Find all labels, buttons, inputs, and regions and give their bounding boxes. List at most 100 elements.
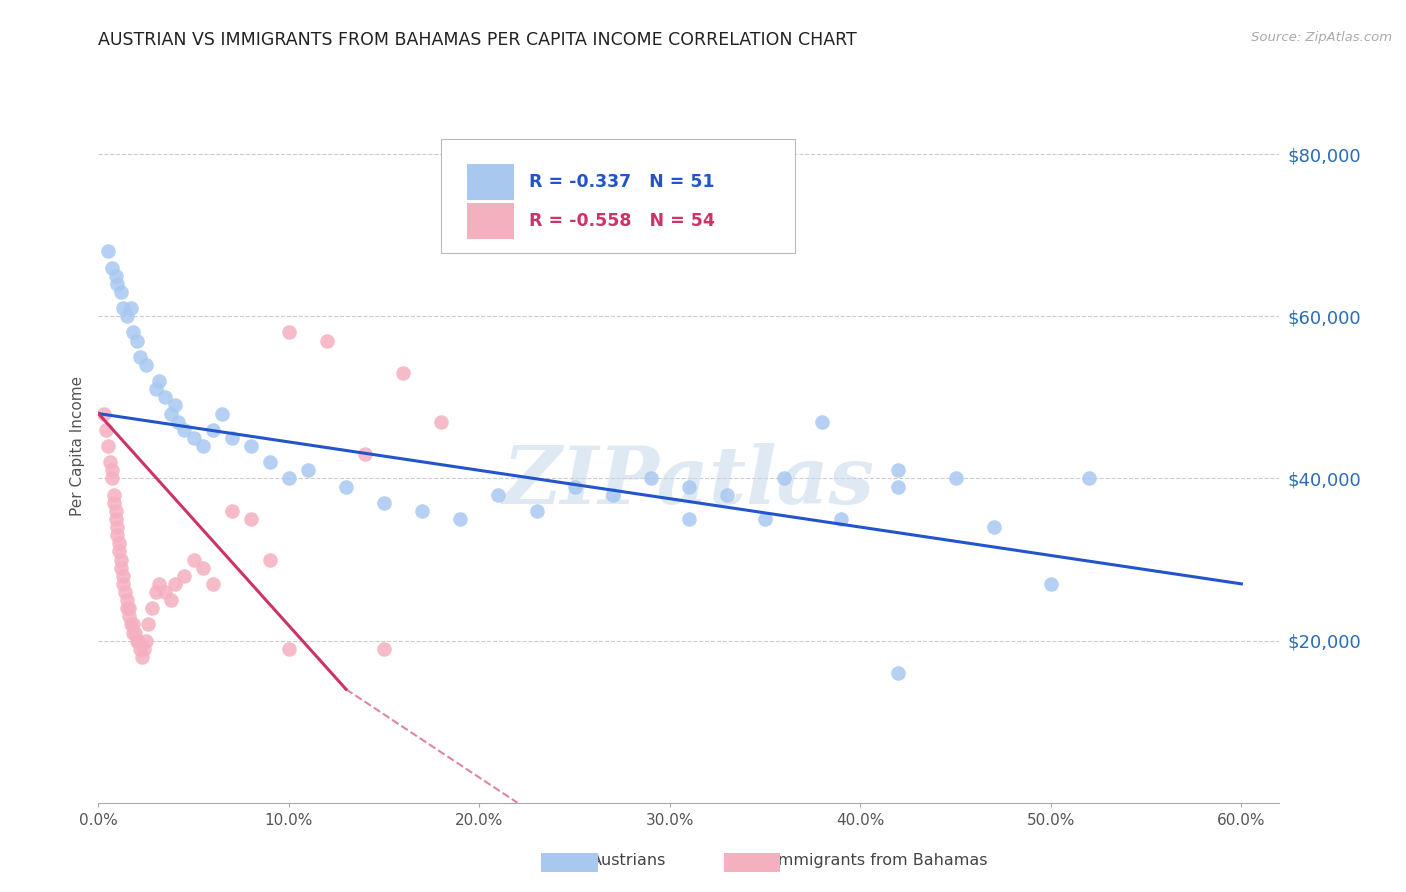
Point xyxy=(121,617,143,632)
Point xyxy=(430,415,453,429)
Point xyxy=(103,488,125,502)
Text: R = -0.337   N = 51: R = -0.337 N = 51 xyxy=(530,173,716,191)
Point xyxy=(135,358,157,372)
Point xyxy=(239,512,262,526)
Point xyxy=(134,641,156,656)
Point xyxy=(449,512,471,526)
Point xyxy=(98,455,121,469)
Point xyxy=(115,310,138,324)
Point xyxy=(201,577,224,591)
Point xyxy=(135,633,157,648)
Point xyxy=(983,520,1005,534)
Point xyxy=(887,666,910,681)
Point xyxy=(678,479,700,493)
Point xyxy=(112,568,135,582)
Point xyxy=(173,423,195,437)
Point xyxy=(773,471,796,485)
Point xyxy=(121,625,143,640)
Point xyxy=(112,301,135,315)
Point xyxy=(153,585,176,599)
Point xyxy=(277,471,299,485)
Point xyxy=(945,471,967,485)
Point xyxy=(259,455,281,469)
Point xyxy=(104,504,127,518)
Point xyxy=(163,577,186,591)
Point xyxy=(193,560,215,574)
Point xyxy=(316,334,339,348)
Point xyxy=(103,496,125,510)
Point xyxy=(221,431,243,445)
Text: R = -0.558   N = 54: R = -0.558 N = 54 xyxy=(530,212,716,230)
Point xyxy=(830,512,852,526)
Point xyxy=(1078,471,1101,485)
Point xyxy=(201,423,224,437)
Point xyxy=(118,601,141,615)
FancyBboxPatch shape xyxy=(467,203,515,239)
FancyBboxPatch shape xyxy=(467,164,515,200)
Point xyxy=(107,528,129,542)
Point xyxy=(114,585,136,599)
Point xyxy=(93,407,115,421)
Text: ZIPatlas: ZIPatlas xyxy=(503,443,875,520)
Point xyxy=(97,439,120,453)
Point xyxy=(145,585,167,599)
FancyBboxPatch shape xyxy=(441,139,796,253)
Bar xyxy=(541,853,598,872)
Point xyxy=(129,350,152,364)
Point xyxy=(125,334,148,348)
Bar xyxy=(724,853,780,872)
Point xyxy=(297,463,319,477)
Point xyxy=(115,593,138,607)
Point xyxy=(354,447,377,461)
Point xyxy=(125,633,148,648)
Point xyxy=(145,382,167,396)
Point xyxy=(148,577,170,591)
Point xyxy=(183,552,205,566)
Point xyxy=(127,633,149,648)
Point xyxy=(104,512,127,526)
Point xyxy=(141,601,163,615)
Point xyxy=(104,268,127,283)
Point xyxy=(136,617,159,632)
Text: Immigrants from Bahamas: Immigrants from Bahamas xyxy=(773,854,988,868)
Point xyxy=(887,479,910,493)
Point xyxy=(108,544,131,558)
Point xyxy=(129,641,152,656)
Point xyxy=(167,415,190,429)
Text: Source: ZipAtlas.com: Source: ZipAtlas.com xyxy=(1251,31,1392,45)
Point xyxy=(754,512,776,526)
Point xyxy=(335,479,357,493)
Point xyxy=(488,488,510,502)
Point xyxy=(112,577,135,591)
Point xyxy=(110,552,132,566)
Point xyxy=(211,407,233,421)
Point xyxy=(1039,577,1062,591)
Point xyxy=(193,439,215,453)
Point xyxy=(392,366,415,380)
Y-axis label: Per Capita Income: Per Capita Income xyxy=(70,376,86,516)
Point xyxy=(97,244,120,259)
Point xyxy=(811,415,834,429)
Point xyxy=(124,625,146,640)
Point xyxy=(153,390,176,404)
Point xyxy=(887,463,910,477)
Point xyxy=(564,479,586,493)
Point xyxy=(94,423,117,437)
Point xyxy=(163,399,186,413)
Text: Austrians: Austrians xyxy=(591,854,666,868)
Point xyxy=(159,407,181,421)
Point xyxy=(131,649,153,664)
Point xyxy=(107,520,129,534)
Point xyxy=(100,260,122,275)
Point xyxy=(411,504,433,518)
Point xyxy=(526,504,548,518)
Point xyxy=(115,601,138,615)
Point xyxy=(110,285,132,299)
Text: AUSTRIAN VS IMMIGRANTS FROM BAHAMAS PER CAPITA INCOME CORRELATION CHART: AUSTRIAN VS IMMIGRANTS FROM BAHAMAS PER … xyxy=(98,31,858,49)
Point xyxy=(120,617,142,632)
Point xyxy=(259,552,281,566)
Point xyxy=(239,439,262,453)
Point xyxy=(121,326,143,340)
Point xyxy=(120,301,142,315)
Point xyxy=(373,641,395,656)
